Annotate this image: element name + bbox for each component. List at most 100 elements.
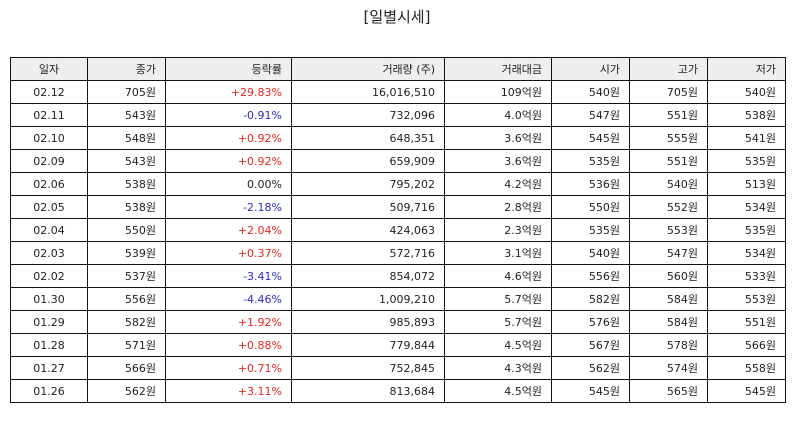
cell-amount: 5.7억원: [444, 287, 552, 311]
header-open: 시가: [551, 57, 630, 81]
cell-amount: 5.7억원: [444, 310, 552, 334]
table-row: 02.04 550원 +2.04% 424,063 2.3억원 535원 553원 535원: [10, 218, 786, 242]
cell-high: 552원: [629, 195, 708, 219]
cell-volume: 509,716: [291, 195, 445, 219]
cell-close: 550원: [87, 218, 166, 242]
cell-low: 534원: [707, 241, 786, 265]
cell-open: 582원: [551, 287, 630, 311]
cell-change: -0.91%: [165, 103, 292, 127]
cell-high: 560원: [629, 264, 708, 288]
cell-volume: 16,016,510: [291, 80, 445, 104]
cell-low: 545원: [707, 379, 786, 403]
table-row: 01.26 562원 +3.11% 813,684 4.5억원 545원 565원 545원: [10, 379, 786, 403]
cell-open: 547원: [551, 103, 630, 127]
cell-date: 01.29: [10, 310, 88, 334]
header-amount: 거래대금: [444, 57, 552, 81]
table-row: 02.06 538원 0.00% 795,202 4.2억원 536원 540원 513원: [10, 172, 786, 196]
cell-high: 555원: [629, 126, 708, 150]
cell-date: 02.03: [10, 241, 88, 265]
cell-change: +2.04%: [165, 218, 292, 242]
cell-close: 538원: [87, 195, 166, 219]
cell-high: 584원: [629, 287, 708, 311]
cell-close: 571원: [87, 333, 166, 357]
cell-low: 533원: [707, 264, 786, 288]
cell-change: +0.88%: [165, 333, 292, 357]
table-row: 01.27 566원 +0.71% 752,845 4.3억원 562원 574원 558원: [10, 356, 786, 380]
table-row: 01.28 571원 +0.88% 779,844 4.5억원 567원 578원 566원: [10, 333, 786, 357]
cell-low: 535원: [707, 149, 786, 173]
cell-volume: 854,072: [291, 264, 445, 288]
cell-amount: 3.1억원: [444, 241, 552, 265]
cell-date: 02.06: [10, 172, 88, 196]
cell-high: 553원: [629, 218, 708, 242]
cell-high: 551원: [629, 149, 708, 173]
header-close: 종가: [87, 57, 166, 81]
table-body: 02.12 705원 +29.83% 16,016,510 109억원 540원 705원 5…: [10, 80, 786, 403]
cell-close: 537원: [87, 264, 166, 288]
header-row: 일자 종가 등락률 거래량 (주) 거래대금 시가 고가 저가: [10, 57, 786, 81]
cell-close: 543원: [87, 149, 166, 173]
cell-amount: 4.3억원: [444, 356, 552, 380]
cell-close: 548원: [87, 126, 166, 150]
cell-volume: 752,845: [291, 356, 445, 380]
cell-change: -4.46%: [165, 287, 292, 311]
cell-close: 566원: [87, 356, 166, 380]
cell-close: 538원: [87, 172, 166, 196]
cell-high: 565원: [629, 379, 708, 403]
cell-date: 02.11: [10, 103, 88, 127]
cell-amount: 109억원: [444, 80, 552, 104]
cell-low: 538원: [707, 103, 786, 127]
cell-low: 553원: [707, 287, 786, 311]
cell-change: +1.92%: [165, 310, 292, 334]
cell-change: 0.00%: [165, 172, 292, 196]
table-row: 01.30 556원 -4.46% 1,009,210 5.7억원 582원 584원 553…: [10, 287, 786, 311]
cell-amount: 3.6억원: [444, 126, 552, 150]
cell-amount: 2.3억원: [444, 218, 552, 242]
cell-amount: 4.2억원: [444, 172, 552, 196]
table-row: 01.29 582원 +1.92% 985,893 5.7억원 576원 584원 551원: [10, 310, 786, 334]
table-row: 02.03 539원 +0.37% 572,716 3.1억원 540원 547원 534원: [10, 241, 786, 265]
cell-open: 556원: [551, 264, 630, 288]
cell-open: 545원: [551, 126, 630, 150]
cell-amount: 4.5억원: [444, 379, 552, 403]
cell-change: -2.18%: [165, 195, 292, 219]
cell-close: 705원: [87, 80, 166, 104]
cell-high: 547원: [629, 241, 708, 265]
cell-high: 540원: [629, 172, 708, 196]
header-volume: 거래량 (주): [291, 57, 445, 81]
table-header: 일자 종가 등락률 거래량 (주) 거래대금 시가 고가 저가: [10, 57, 786, 81]
cell-date: 02.02: [10, 264, 88, 288]
cell-date: 01.28: [10, 333, 88, 357]
cell-change: +29.83%: [165, 80, 292, 104]
cell-amount: 2.8억원: [444, 195, 552, 219]
cell-low: 541원: [707, 126, 786, 150]
cell-close: 562원: [87, 379, 166, 403]
cell-volume: 424,063: [291, 218, 445, 242]
cell-volume: 572,716: [291, 241, 445, 265]
table-row: 02.11 543원 -0.91% 732,096 4.0억원 547원 551원 538원: [10, 103, 786, 127]
table-row: 02.09 543원 +0.92% 659,909 3.6억원 535원 551원 535원: [10, 149, 786, 173]
page-title: [일별시세]: [363, 8, 431, 26]
cell-low: 534원: [707, 195, 786, 219]
cell-high: 551원: [629, 103, 708, 127]
table-row: 02.10 548원 +0.92% 648,351 3.6억원 545원 555원 541원: [10, 126, 786, 150]
cell-close: 582원: [87, 310, 166, 334]
cell-volume: 813,684: [291, 379, 445, 403]
cell-open: 562원: [551, 356, 630, 380]
cell-open: 535원: [551, 149, 630, 173]
cell-volume: 779,844: [291, 333, 445, 357]
cell-close: 543원: [87, 103, 166, 127]
cell-volume: 732,096: [291, 103, 445, 127]
cell-change: +0.71%: [165, 356, 292, 380]
cell-low: 540원: [707, 80, 786, 104]
cell-open: 567원: [551, 333, 630, 357]
cell-low: 513원: [707, 172, 786, 196]
cell-date: 02.12: [10, 80, 88, 104]
cell-open: 550원: [551, 195, 630, 219]
cell-volume: 659,909: [291, 149, 445, 173]
cell-amount: 3.6억원: [444, 149, 552, 173]
cell-date: 02.05: [10, 195, 88, 219]
cell-low: 551원: [707, 310, 786, 334]
cell-low: 558원: [707, 356, 786, 380]
cell-amount: 4.6억원: [444, 264, 552, 288]
